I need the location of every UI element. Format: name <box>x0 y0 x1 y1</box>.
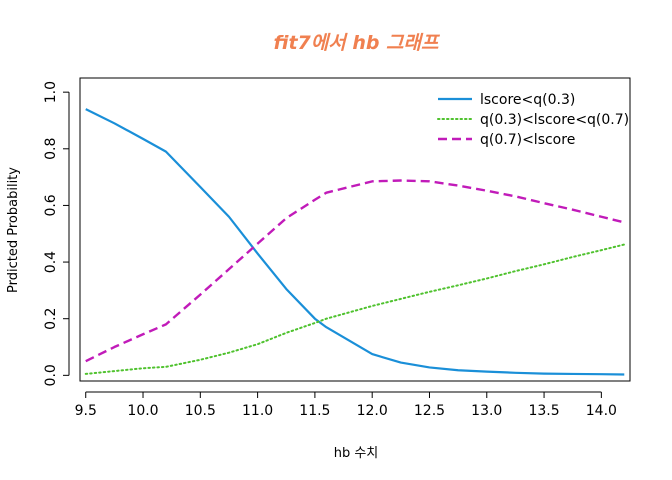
y-tick-label: 0.6 <box>43 194 59 216</box>
x-tick-label: 11.5 <box>299 403 330 419</box>
series-line-3 <box>85 179 625 363</box>
x-tick-label: 13.5 <box>528 403 559 419</box>
plot-box <box>79 77 631 382</box>
y-axis-label: Prdicted Probability <box>6 167 21 293</box>
legend-label-3: q(0.7)<lscore <box>480 132 575 148</box>
x-tick-label: 12.0 <box>357 403 388 419</box>
series-line-2 <box>84 243 626 375</box>
x-tick-label: 10.5 <box>185 403 216 419</box>
y-tick-label: 0.0 <box>43 364 59 386</box>
y-tick-label: 0.2 <box>43 308 59 330</box>
x-axis: 9.5 10.0 10.5 11.0 11.5 12.0 12.5 13.0 13.5 14.0 <box>75 391 617 419</box>
y-tick-label: 0.4 <box>43 251 59 273</box>
y-tick-label: 1.0 <box>43 81 59 103</box>
x-tick-label: 10.0 <box>127 403 158 419</box>
x-tick-label: 14.0 <box>586 403 617 419</box>
series-line-1 <box>85 108 625 376</box>
chart-title: fit7에서 hb 그래프 <box>273 32 441 54</box>
legend-label-1: lscore<q(0.3) <box>480 92 575 108</box>
x-tick-label: 9.5 <box>75 403 97 419</box>
legend-label-2: q(0.3)<lscore<q(0.7) <box>480 112 629 128</box>
x-tick-label: 11.0 <box>242 403 273 419</box>
x-tick-label: 12.5 <box>414 403 445 419</box>
y-tick-label: 0.8 <box>43 138 59 160</box>
series-layer <box>84 108 626 376</box>
legend: lscore<q(0.3) q(0.3)<lscore<q(0.7) q(0.7)<… <box>437 92 629 148</box>
y-axis: 0.0 0.2 0.4 0.6 0.8 1.0 <box>43 81 70 386</box>
x-tick-label: 13.0 <box>471 403 502 419</box>
x-axis-label: hb 수치 <box>334 446 379 461</box>
